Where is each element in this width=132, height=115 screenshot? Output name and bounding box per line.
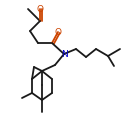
Text: O: O [55, 28, 62, 37]
Text: N: N [61, 50, 67, 59]
Text: O: O [37, 5, 44, 14]
